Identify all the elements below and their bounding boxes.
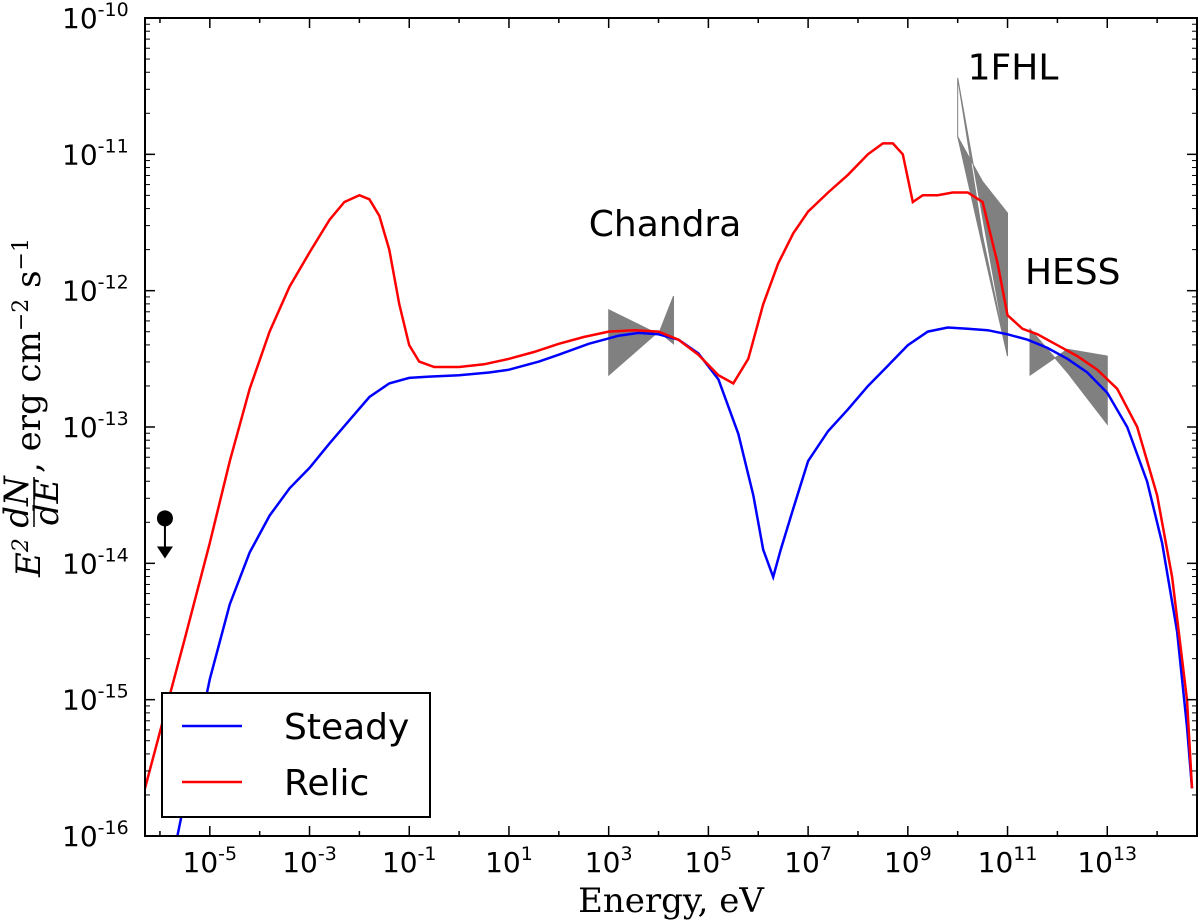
x-tick-label: 101 bbox=[485, 843, 533, 879]
bowtie-layer bbox=[608, 77, 1108, 426]
y-label-numerator: dN bbox=[0, 475, 37, 528]
upper-limit-arrowhead bbox=[156, 546, 173, 559]
upper-limit-point bbox=[156, 510, 173, 527]
x-tick-label: 105 bbox=[685, 843, 733, 879]
series-line-relic bbox=[145, 142, 1194, 789]
x-tick-label: 10-3 bbox=[282, 843, 337, 879]
x-tick-label: 1013 bbox=[1077, 843, 1137, 879]
y-tick-label: 10-10 bbox=[62, 0, 129, 35]
y-tick-label: 10-16 bbox=[62, 817, 129, 853]
bowtie-1fhl bbox=[957, 77, 1008, 357]
y-label-e2: E2 bbox=[9, 538, 49, 578]
x-tick-label: 10-5 bbox=[183, 843, 238, 879]
x-tick-label: 103 bbox=[585, 843, 633, 879]
legend: Steady Relic bbox=[161, 692, 431, 818]
upper-limit-layer bbox=[156, 510, 173, 559]
y-tick-label: 10-13 bbox=[62, 408, 129, 444]
y-tick-label: 10-14 bbox=[62, 544, 129, 580]
legend-box bbox=[161, 692, 431, 818]
legend-label-steady: Steady bbox=[284, 707, 409, 748]
series-line-steady bbox=[176, 326, 1194, 836]
x-tick-label: 10-1 bbox=[382, 843, 437, 879]
x-axis-label: Energy, eV bbox=[578, 881, 765, 921]
y-label-units: , erg cm−2 s−1 bbox=[9, 238, 49, 473]
x-tick-label: 107 bbox=[784, 843, 832, 879]
tick-layer: 10-5 10-3 10-1 101 103 105 107 109 1011 1013 10-10… bbox=[62, 0, 1197, 879]
x-tick-label: 109 bbox=[884, 843, 932, 879]
legend-label-relic: Relic bbox=[284, 763, 369, 804]
annotation-hess: HESS bbox=[1025, 252, 1121, 293]
series-layer bbox=[145, 142, 1194, 836]
y-tick-label: 10-15 bbox=[62, 681, 129, 717]
y-tick-label: 10-11 bbox=[62, 135, 129, 171]
x-tick-label: 1011 bbox=[978, 843, 1038, 879]
annotation-layer: Chandra 1FHL HESS bbox=[589, 47, 1121, 293]
annotation-1fhl: 1FHL bbox=[968, 47, 1059, 88]
y-tick-label: 10-12 bbox=[62, 272, 129, 308]
y-label-denominator: dE bbox=[27, 479, 67, 526]
annotation-chandra: Chandra bbox=[589, 204, 742, 245]
bowtie-hess bbox=[1029, 327, 1108, 426]
